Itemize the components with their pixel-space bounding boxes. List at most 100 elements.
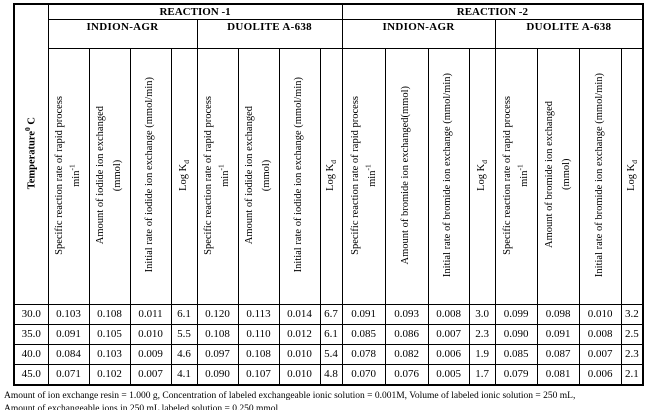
temperature-column-header: Temperature0 C [13,3,49,305]
rotated-column-header: Log Kd [620,48,644,305]
table-cell: 0.006 [427,344,470,365]
table-cell: 4.6 [170,344,198,365]
rotated-column-header: Specific reaction rate of rapid process m… [341,48,386,305]
table-cell: 1.9 [468,344,496,365]
rotated-column-header: Specific reaction rate of rapid process m… [494,48,538,305]
rotated-column-header: Amount of iodide ion exchanged (mmol) [88,48,131,305]
reaction-1-header: REACTION -1 [47,3,343,20]
table-cell: 0.005 [427,364,470,386]
table-cell: 0.008 [427,304,470,325]
table-cell: 0.108 [237,344,280,365]
table-cell: 1.7 [468,364,496,386]
rotated-column-header: Initial rate of bromide ion exchange (mm… [578,48,622,305]
resin-group-header: DUOLITE A-638 [196,19,343,49]
table-cell: 0.009 [129,344,172,365]
table-cell: 0.007 [129,364,172,386]
table-cell: 6.7 [319,304,343,325]
temperature-cell: 40.0 [13,344,49,365]
rotated-column-header: Amount of iodide ion exchanged (mmol) [237,48,280,305]
table-cell: 0.085 [341,324,386,345]
table-cell: 0.110 [237,324,280,345]
table-cell: 3.0 [468,304,496,325]
table-cell: 0.091 [341,304,386,325]
table-cell: 0.070 [341,364,386,386]
rotated-column-header: Specific reaction rate of rapid process m… [47,48,90,305]
footnote-line: Amount of exchangeable ions in 250 mL la… [4,404,279,410]
resin-group-header: INDION-AGR [47,19,198,49]
table-cell: 2.3 [620,344,644,365]
rotated-column-header: Log Kd [170,48,198,305]
table-cell: 0.006 [578,364,622,386]
table-cell: 0.090 [196,364,239,386]
table-cell: 0.014 [278,304,321,325]
table-cell: 0.090 [494,324,538,345]
table-cell: 0.093 [384,304,429,325]
table-cell: 0.076 [384,364,429,386]
table-cell: 0.008 [578,324,622,345]
table-cell: 0.079 [494,364,538,386]
temperature-label: Temperature0 C [23,116,38,190]
table-cell: 0.011 [129,304,172,325]
table-cell: 4.1 [170,364,198,386]
table-cell: 5.5 [170,324,198,345]
table-cell: 0.108 [196,324,239,345]
table-cell: 0.103 [88,344,131,365]
table-cell: 5.4 [319,344,343,365]
table-row: 30.0 0.103 0.108 0.011 6.1 0.120 0.113 0… [13,304,644,325]
table-cell: 0.102 [88,364,131,386]
table-cell: 0.085 [494,344,538,365]
temperature-cell: 30.0 [13,304,49,325]
rotated-column-header: Amount of bromide ion exchanged(mmol) [384,48,429,305]
table-cell: 2.1 [620,364,644,386]
table-cell: 0.010 [278,344,321,365]
table-cell: 0.120 [196,304,239,325]
ion-exchange-kinetics-table: Temperature0 C REACTION -1 REACTION -2 I… [13,3,645,386]
rotated-column-header: Log Kd [319,48,343,305]
table-cell: 0.078 [341,344,386,365]
table-cell: 0.081 [536,364,580,386]
table-cell: 0.084 [47,344,90,365]
table-row: 45.0 0.071 0.102 0.007 4.1 0.090 0.107 0… [13,364,644,386]
table-cell: 0.010 [129,324,172,345]
table-cell: 0.108 [88,304,131,325]
table-cell: 0.010 [578,304,622,325]
table-cell: 0.007 [427,324,470,345]
rotated-column-header: Initial rate of iodide ion exchange (mmo… [278,48,321,305]
rotated-column-header: Specific reaction rate of rapid process m… [196,48,239,305]
table-row: 40.0 0.084 0.103 0.009 4.6 0.097 0.108 0… [13,344,644,365]
table-cell: 0.103 [47,304,90,325]
rotated-column-header: Initial rate of bromide ion exchange (mm… [427,48,470,305]
table-cell: 0.086 [384,324,429,345]
temperature-cell: 35.0 [13,324,49,345]
table-cell: 0.105 [88,324,131,345]
temperature-cell: 45.0 [13,364,49,386]
table-cell: 0.010 [278,364,321,386]
table-cell: 3.2 [620,304,644,325]
resin-group-header: DUOLITE A-638 [494,19,644,49]
resin-group-header: INDION-AGR [341,19,496,49]
table-cell: 0.012 [278,324,321,345]
table-cell: 4.8 [319,364,343,386]
rotated-column-header: Initial rate of iodide ion exchange (mmo… [129,48,172,305]
table-cell: 2.5 [620,324,644,345]
table-cell: 0.097 [196,344,239,365]
table-row: 35.0 0.091 0.105 0.010 5.5 0.108 0.110 0… [13,324,644,345]
footnote-line: Amount of ion exchange resin = 1.000 g, … [4,391,576,401]
table-cell: 0.007 [578,344,622,365]
table-cell: 0.107 [237,364,280,386]
rotated-column-header: Amount of bromide ion exchanged(mmol) [536,48,580,305]
table-cell: 0.091 [47,324,90,345]
table-cell: 0.087 [536,344,580,365]
table-cell: 6.1 [170,304,198,325]
table-cell: 0.071 [47,364,90,386]
table-footnotes: Amount of ion exchange resin = 1.000 g, … [4,390,646,410]
rotated-column-header: Log Kd [468,48,496,305]
table-cell: 2.3 [468,324,496,345]
table-cell: 0.091 [536,324,580,345]
table-cell: 6.1 [319,324,343,345]
table-cell: 0.113 [237,304,280,325]
table-cell: 0.082 [384,344,429,365]
table-cell: 0.099 [494,304,538,325]
reaction-2-header: REACTION -2 [341,3,644,20]
